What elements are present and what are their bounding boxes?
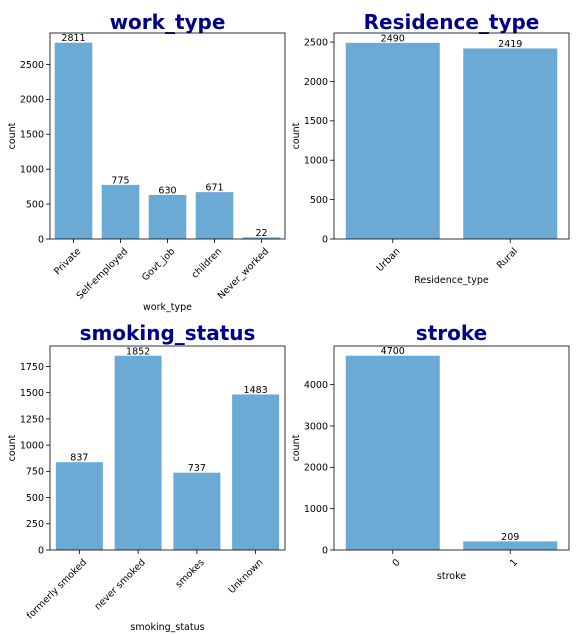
- y-tick-label: 0: [322, 234, 328, 245]
- x-tick-label: never smoked: [93, 557, 148, 612]
- y-tick-label: 2000: [20, 95, 44, 106]
- y-axis-label: count: [291, 434, 302, 461]
- data-label: 22: [255, 228, 267, 239]
- y-tick-label: 1750: [20, 362, 44, 373]
- x-tick-label: Unknown: [226, 557, 265, 596]
- x-tick-label: children: [190, 246, 225, 281]
- bar-children: [196, 192, 234, 239]
- chart-title: work_type: [110, 10, 226, 34]
- x-tick-label: Self-employed: [75, 246, 131, 302]
- chart-title: stroke: [416, 321, 487, 345]
- data-label: 630: [158, 186, 176, 197]
- y-tick-label: 1000: [20, 165, 44, 176]
- bar-private: [55, 43, 93, 239]
- y-tick-label: 1500: [20, 388, 44, 399]
- bar-self-employed: [102, 185, 140, 239]
- charts-root: work_type 2811 Private 775 Self-employed 630 G…: [7, 10, 569, 633]
- data-label: 1483: [244, 385, 268, 396]
- y-tick-label: 1000: [304, 156, 328, 167]
- x-axis-label: smoking_status: [130, 622, 204, 633]
- data-label: 2811: [61, 33, 85, 44]
- data-label: 1852: [126, 346, 150, 357]
- x-tick-label: Govt_job: [140, 246, 177, 283]
- y-tick-label: 0: [38, 545, 44, 556]
- y-tick-label: 750: [26, 467, 44, 478]
- data-label: 737: [188, 463, 206, 474]
- y-tick-label: 2000: [304, 463, 328, 474]
- y-tick-label: 500: [26, 493, 44, 504]
- data-label: 671: [205, 183, 223, 194]
- bar-0: [346, 356, 440, 550]
- y-axis-label: count: [7, 122, 18, 149]
- x-axis-label: work_type: [143, 302, 192, 313]
- y-tick-label: 1000: [304, 504, 328, 515]
- data-label: 2419: [498, 39, 522, 50]
- x-axis-label: stroke: [437, 571, 466, 582]
- y-tick-label: 2000: [304, 77, 328, 88]
- data-label: 2490: [381, 33, 405, 44]
- data-label: 775: [111, 175, 129, 186]
- bar-smokes: [173, 473, 220, 550]
- x-tick-label: 0: [391, 557, 403, 569]
- data-label: 4700: [381, 346, 405, 357]
- bar-rural: [463, 48, 557, 239]
- chart-title: Residence_type: [364, 10, 540, 34]
- y-tick-label: 500: [310, 195, 328, 206]
- y-axis-label: count: [7, 434, 18, 461]
- bar-urban: [346, 43, 440, 239]
- y-tick-label: 1250: [20, 414, 44, 425]
- y-tick-label: 2500: [20, 60, 44, 71]
- y-tick-label: 1500: [20, 130, 44, 141]
- x-tick-label: smokes: [173, 557, 206, 590]
- y-tick-label: 1500: [304, 116, 328, 127]
- data-label: 209: [501, 532, 519, 543]
- chart-0: work_type 2811 Private 775 Self-employed 630 G…: [7, 10, 285, 313]
- bar-unknown: [232, 394, 279, 550]
- x-tick-label: 1: [508, 557, 520, 569]
- y-axis-label: count: [291, 122, 302, 149]
- y-tick-label: 3000: [304, 421, 328, 432]
- chart-title: smoking_status: [80, 321, 256, 345]
- y-tick-label: 250: [26, 519, 44, 530]
- x-tick-label: Private: [52, 246, 83, 277]
- chart-2: smoking_status 837 formerly smoked 1852 neve…: [7, 321, 285, 633]
- bar-govt-job: [149, 195, 187, 239]
- y-tick-label: 4000: [304, 380, 328, 391]
- chart-1: Residence_type2490Urban2419Rural05001000…: [291, 10, 569, 286]
- data-label: 837: [70, 453, 88, 464]
- x-tick-label: Rural: [495, 246, 520, 271]
- bar-formerly-smoked: [56, 462, 103, 550]
- y-tick-label: 2500: [304, 37, 328, 48]
- x-axis-label: Residence_type: [414, 275, 489, 286]
- x-tick-label: Never_worked: [216, 246, 272, 302]
- x-tick-label: Urban: [374, 246, 402, 274]
- x-tick-label: formerly smoked: [25, 557, 90, 622]
- y-tick-label: 1000: [20, 441, 44, 452]
- bar-never-smoked: [115, 356, 162, 550]
- y-tick-label: 500: [26, 199, 44, 210]
- y-tick-label: 0: [38, 234, 44, 245]
- chart-3: stroke 4700 0 209 1 0 1000 2000 3000 4000 stroke co…: [291, 321, 569, 582]
- y-tick-label: 0: [322, 545, 328, 556]
